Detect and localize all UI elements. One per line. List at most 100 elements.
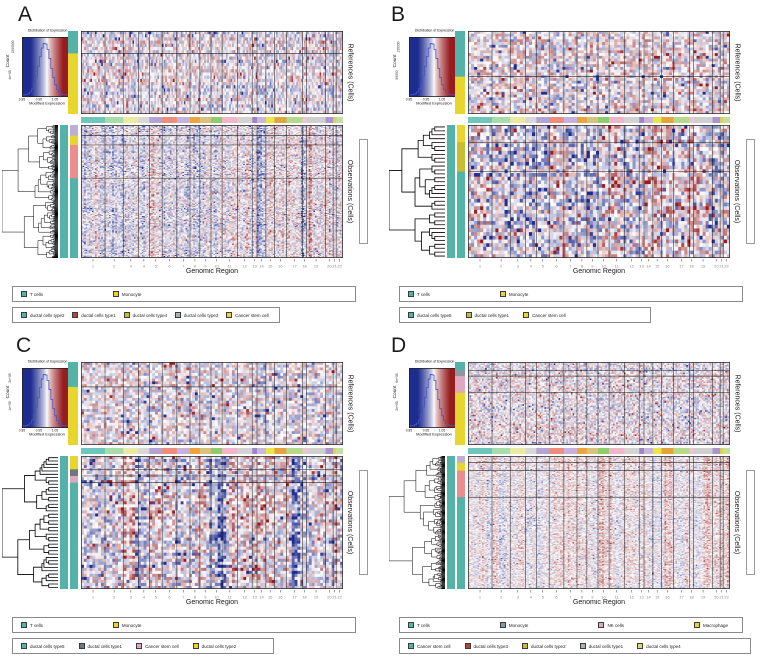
legend-item: ductal cells type1 bbox=[579, 643, 624, 649]
colorbar-title: Distribution of Expression bbox=[414, 29, 455, 33]
legend-item-label: ductal cells type4 bbox=[132, 312, 168, 318]
legend-item-label: ductal cells type2 bbox=[30, 312, 65, 318]
legend-swatch bbox=[78, 643, 85, 649]
legend-item: Monocyte bbox=[499, 622, 528, 628]
observation-axis-label-text: Observations (Cells) bbox=[346, 159, 354, 224]
reference-axis-label-text: References (Cells) bbox=[733, 374, 741, 433]
legend-item-label: ductal cells type5 bbox=[30, 643, 65, 649]
genomic-axis-ticks bbox=[468, 259, 730, 269]
legend-item-label: NK cells bbox=[607, 622, 624, 628]
reference-axis-label: References (Cells) bbox=[731, 31, 743, 114]
legend-swatch bbox=[464, 643, 471, 649]
panel-A: A Distribution of Expression Count 0.85 0… bbox=[0, 0, 387, 331]
legend-item: ductal cells type4 bbox=[123, 312, 168, 318]
legend-item: ductal cells type2 bbox=[192, 643, 236, 649]
legend-swatch bbox=[112, 291, 119, 297]
colorbar-title: Distribution of Expression bbox=[27, 29, 68, 33]
legend-item-label: ductal cells type3 bbox=[183, 312, 219, 318]
observation-annotation-bars bbox=[60, 125, 78, 258]
colorbar-xtick: 1.05 bbox=[52, 98, 59, 102]
colorbar-xtick: 0.85 bbox=[18, 98, 26, 102]
legend-item-label: Monocyte bbox=[121, 622, 142, 628]
legend-item: ductal cells type5 bbox=[21, 643, 65, 649]
legend-item-label: ductal cells type1 bbox=[474, 312, 510, 318]
legend-item: ductal cells type2 bbox=[522, 643, 566, 649]
reference-heatmap bbox=[468, 362, 730, 445]
legend-observation-celltypes: ductal cells type5 ductal cells type1 Canc… bbox=[399, 307, 651, 323]
legend-swatch bbox=[408, 622, 414, 628]
legend-item-label: Monocyte bbox=[121, 291, 142, 297]
legend-swatch bbox=[499, 291, 506, 297]
legend-observation-celltypes: ductal cells type2 ductal cells type1 duct… bbox=[12, 307, 280, 323]
legend-item-label: ductal cells type1 bbox=[588, 643, 624, 649]
colorbar-xtick: 0.85 bbox=[405, 429, 413, 433]
legend-swatch bbox=[523, 312, 530, 318]
colorbar-xlabel: Modified Expression bbox=[416, 102, 452, 106]
legend-swatch bbox=[112, 622, 119, 628]
colorbar-ylabel: Count bbox=[5, 385, 11, 399]
legend-swatch bbox=[72, 312, 79, 318]
legend-swatch bbox=[408, 643, 414, 649]
legend-swatch bbox=[579, 643, 586, 649]
observation-heatmap bbox=[81, 456, 343, 589]
panel-C: C Distribution of Expression Count 0.85 0… bbox=[0, 331, 387, 662]
observation-heatmap bbox=[468, 125, 730, 258]
colorbar-xtick: 1.05 bbox=[439, 98, 446, 102]
observation-axis-label-text: Observations (Cells) bbox=[733, 159, 741, 224]
genomic-region-label: Genomic Region bbox=[185, 268, 239, 275]
legend-item: ductal cells type3 bbox=[174, 312, 219, 318]
legend-swatch bbox=[21, 622, 27, 628]
legend-observation-celltypes: ductal cells type5 ductal cells type1 Canc… bbox=[12, 638, 274, 654]
colorbar-xtick: 1.05 bbox=[52, 429, 59, 433]
colorbar-xtick: 0.95 bbox=[35, 429, 42, 433]
legend-item: Cancer stem cell bbox=[523, 312, 566, 318]
colorbar-title: Distribution of Expression bbox=[27, 360, 68, 364]
reference-heatmap bbox=[468, 31, 730, 114]
legend-item-label: ductal cells type1 bbox=[87, 643, 123, 649]
legend-swatch bbox=[408, 312, 414, 318]
observation-annotation-bars bbox=[60, 456, 78, 589]
reference-axis-label-text: References (Cells) bbox=[346, 374, 354, 433]
panel-letter: D bbox=[391, 334, 407, 357]
panel-B: B Distribution of Expression Count 0.85 0… bbox=[387, 0, 774, 331]
legend-item: Cancer stem cell bbox=[136, 643, 179, 649]
colorbar-canvas bbox=[409, 37, 459, 97]
legend-item-label: Monocyte bbox=[508, 291, 529, 297]
legend-swatch bbox=[123, 312, 130, 318]
legend-item: ductal cells type2 bbox=[21, 312, 65, 318]
colorbar-xtick: 0.95 bbox=[422, 429, 429, 433]
legend-item: T cells bbox=[21, 291, 43, 297]
legend-swatch bbox=[21, 643, 27, 649]
legend-item: T cells bbox=[408, 622, 430, 628]
legend-item: Cancer stem cell bbox=[408, 643, 451, 649]
observation-annotation-bars bbox=[447, 456, 465, 589]
genomic-axis-ticks bbox=[81, 259, 343, 269]
legend-reference-celltypes: T cells Monocyte bbox=[399, 286, 743, 302]
legend-reference-celltypes: T cells Monocyte bbox=[12, 617, 356, 633]
colorbar-ytick: 2e+05 bbox=[8, 373, 13, 383]
legend-item: NK cells bbox=[598, 622, 624, 628]
colorbar-title: Distribution of Expression bbox=[414, 360, 455, 364]
colorbar-ylabel: Count bbox=[392, 54, 398, 68]
reference-axis-label: References (Cells) bbox=[344, 362, 356, 445]
colorbar-xtick: 0.95 bbox=[422, 98, 429, 102]
colorbar-canvas bbox=[22, 37, 72, 97]
genomic-axis-ticks bbox=[468, 590, 730, 600]
dendrogram bbox=[389, 125, 445, 258]
legend-swatch bbox=[465, 312, 472, 318]
legend-item-label: Cancer stem cell bbox=[145, 643, 179, 649]
legend-reference-celltypes: T cells Monocyte NK cells Macrophage bbox=[399, 617, 743, 633]
dendrogram bbox=[2, 125, 58, 258]
legend-item-label: T cells bbox=[417, 622, 430, 628]
observation-heatmap bbox=[81, 125, 343, 258]
legend-swatch bbox=[499, 622, 506, 628]
reference-heatmap bbox=[81, 31, 343, 114]
genomic-axis-ticks bbox=[81, 590, 343, 600]
observation-axis-label: Observations (Cells) bbox=[731, 125, 743, 258]
genomic-region-label: Genomic Region bbox=[572, 268, 626, 275]
legend-item: ductal cells type1 bbox=[78, 643, 123, 649]
reference-heatmap bbox=[81, 362, 343, 445]
legend-swatch bbox=[192, 643, 199, 649]
legend-item-label: Macrophage bbox=[702, 622, 728, 628]
